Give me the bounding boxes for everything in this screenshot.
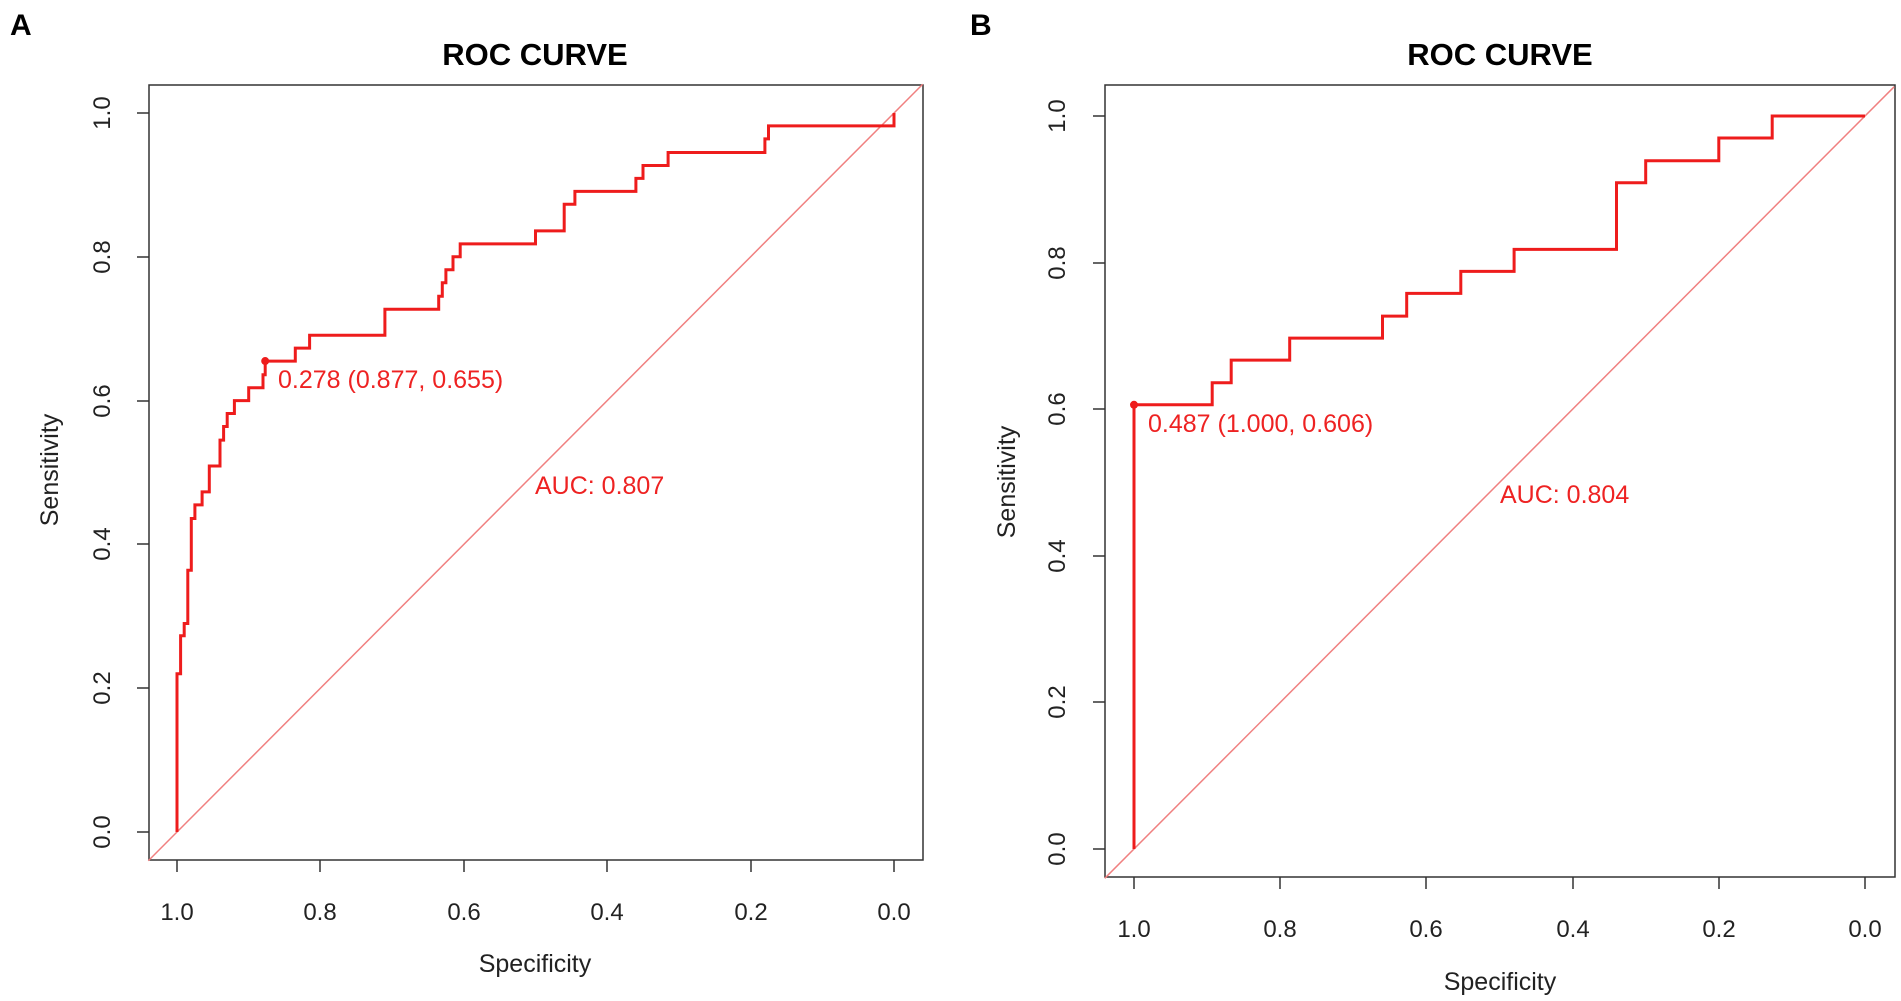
chart-a-optimal-label: 0.278 (0.877, 0.655) xyxy=(278,366,503,394)
chart-b-xtick-label-5: 0.0 xyxy=(1848,916,1881,943)
chart-a-x-axis: 1.0 0.8 0.6 0.4 0.2 0.0 Specificity xyxy=(160,860,911,978)
chart-a-plot-frame xyxy=(148,84,924,861)
chart-b-y-axis: 0.0 0.2 0.4 0.6 0.8 1.0 Sensitivity xyxy=(993,99,1105,866)
chart-a-y-axis-label: Sensitivity xyxy=(36,413,64,526)
panel-letter-b: B xyxy=(970,9,992,42)
chart-b-x-axis-label: Specificity xyxy=(1444,968,1557,996)
chart-a-ytick-label-1: 0.2 xyxy=(89,671,116,704)
chart-a-xtick-label-2: 0.6 xyxy=(447,899,480,926)
chart-b-xtick-label-3: 0.4 xyxy=(1556,916,1589,943)
chart-b-xtick-label-2: 0.6 xyxy=(1409,916,1442,943)
chart-b-title: ROC CURVE xyxy=(1407,37,1592,72)
chart-a-y-axis: 0.0 0.2 0.4 0.6 0.8 1.0 Sensitivity xyxy=(36,96,149,849)
chart-a-ytick-label-3: 0.6 xyxy=(89,384,116,417)
chart-b-plot-frame xyxy=(1104,84,1896,878)
panel-b: B ROC CURVE 0.0 0.2 0.4 0.6 0.8 1.0 Sens… xyxy=(970,9,1896,996)
chart-b-ytick-label-5: 1.0 xyxy=(1044,99,1071,132)
chart-b-reference-diagonal xyxy=(1104,86,1895,879)
chart-b-auc-label: AUC: 0.804 xyxy=(1500,481,1629,509)
chart-b-x-axis: 1.0 0.8 0.6 0.4 0.2 0.0 Specificity xyxy=(1117,877,1882,996)
chart-b-ytick-label-0: 0.0 xyxy=(1044,832,1071,865)
chart-a-xtick-label-1: 0.8 xyxy=(303,899,336,926)
chart-a-ytick-label-5: 1.0 xyxy=(89,96,116,129)
chart-b-xtick-label-0: 1.0 xyxy=(1117,916,1150,943)
chart-b-optimal-point xyxy=(1130,400,1138,409)
chart-b-y-axis-label: Sensitivity xyxy=(993,425,1021,538)
chart-a-auc-label: AUC: 0.807 xyxy=(535,472,664,500)
chart-a-roc-curve xyxy=(175,113,896,832)
chart-a-reference-diagonal xyxy=(147,83,924,862)
chart-b-xtick-label-1: 0.8 xyxy=(1263,916,1296,943)
chart-a-xtick-label-3: 0.4 xyxy=(590,899,623,926)
chart-a-ytick-label-0: 0.0 xyxy=(89,815,116,848)
chart-b-optimal-label: 0.487 (1.000, 0.606) xyxy=(1148,410,1373,438)
chart-a-optimal-point xyxy=(261,357,270,366)
chart-b-ytick-label-3: 0.6 xyxy=(1044,392,1071,425)
chart-a-x-axis-label: Specificity xyxy=(479,950,592,978)
chart-a-xtick-label-0: 1.0 xyxy=(160,899,193,926)
panel-a: A ROC CURVE 0.0 0.2 0.4 0.6 0.8 1.0 Sens… xyxy=(10,9,924,978)
chart-b-roc-curve xyxy=(1132,114,1865,849)
chart-b-ytick-label-1: 0.2 xyxy=(1044,685,1071,718)
chart-a-ytick-label-4: 0.8 xyxy=(89,240,116,273)
chart-b-ytick-label-2: 0.4 xyxy=(1044,539,1071,572)
chart-a-xtick-label-5: 0.0 xyxy=(877,899,910,926)
chart-b-xtick-label-4: 0.2 xyxy=(1702,916,1735,943)
chart-b-ytick-label-4: 0.8 xyxy=(1044,246,1071,279)
chart-a-title: ROC CURVE xyxy=(442,37,627,72)
panel-letter-a: A xyxy=(10,9,32,42)
chart-a-ytick-label-2: 0.4 xyxy=(89,527,116,560)
chart-a-xtick-label-4: 0.2 xyxy=(734,899,767,926)
